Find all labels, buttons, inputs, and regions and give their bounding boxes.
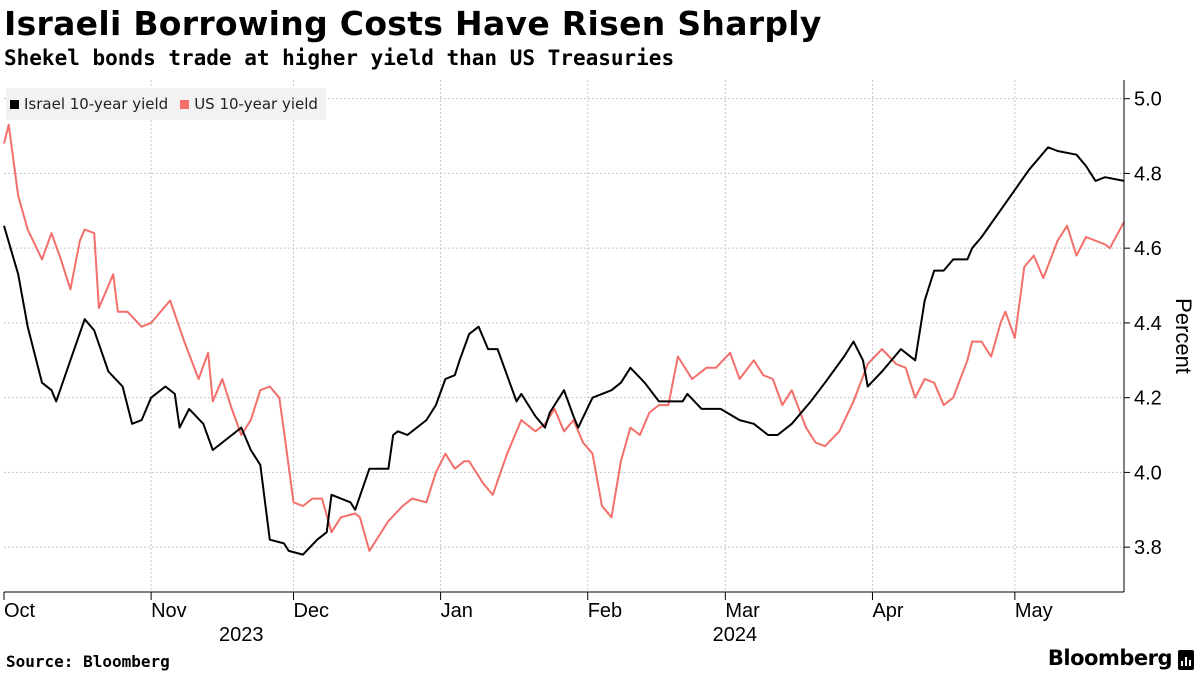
bloomberg-mark-icon xyxy=(1178,650,1194,670)
series-layer xyxy=(3,123,1125,556)
y-tick-label: 4.8 xyxy=(1134,163,1162,185)
source-note: Source: Bloomberg xyxy=(6,652,170,671)
y-tick-label: 4.0 xyxy=(1134,462,1162,484)
x-tick-label: Jan xyxy=(441,600,473,622)
x-tick-label: Feb xyxy=(588,600,622,622)
y-tick-label: 4.4 xyxy=(1134,313,1162,335)
series-line-israel xyxy=(3,146,1125,556)
x-tick-label: Dec xyxy=(293,600,329,622)
brand-logo: Bloomberg xyxy=(1047,646,1173,670)
axis-layer: 3.8 4.0 4.2 4.4 4.6 4.8 5.0 Oct Nov Dec Jan Feb Mar A… xyxy=(3,80,1162,646)
grid-layer xyxy=(4,80,1124,592)
legend-label-us: US 10-year yield xyxy=(194,95,318,113)
x-tick-label: Nov xyxy=(151,600,187,622)
x-year-label: 2023 xyxy=(219,624,264,646)
y-axis-title: Percent xyxy=(1171,298,1196,374)
legend: Israel 10-year yield US 10-year yield xyxy=(6,88,326,120)
series-line-us xyxy=(3,123,1125,552)
y-tick-label: 4.2 xyxy=(1134,388,1162,410)
x-tick-label: May xyxy=(1015,600,1053,622)
x-year-label: 2024 xyxy=(713,624,758,646)
chart-title: Israeli Borrowing Costs Have Risen Sharp… xyxy=(4,4,822,43)
legend-swatch-us xyxy=(180,99,190,109)
x-tick-label: Apr xyxy=(872,600,903,622)
legend-label-israel: Israel 10-year yield xyxy=(24,95,169,113)
legend-swatch-israel xyxy=(10,99,19,109)
x-tick-label: Mar xyxy=(725,600,760,622)
y-tick-label: 4.6 xyxy=(1134,238,1162,260)
legend-item-israel: Israel 10-year yield xyxy=(10,95,168,113)
x-tick-label: Oct xyxy=(4,600,36,622)
chart-subtitle: Shekel bonds trade at higher yield than … xyxy=(4,46,675,70)
y-tick-label: 3.8 xyxy=(1134,537,1162,559)
legend-item-us: US 10-year yield xyxy=(180,95,318,113)
y-tick-label: 5.0 xyxy=(1134,89,1162,111)
